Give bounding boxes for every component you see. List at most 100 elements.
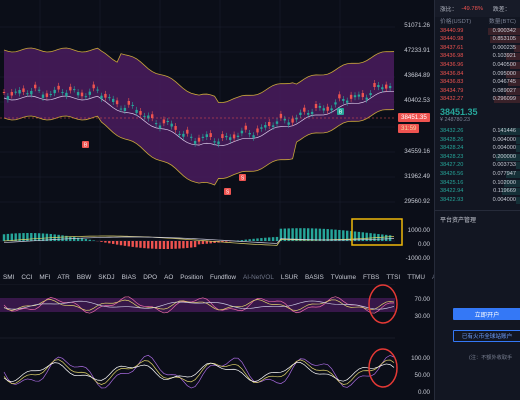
- indicator-tab-dpo[interactable]: DPO: [143, 273, 158, 281]
- orderbook-row[interactable]: 38432.27 0.296099: [435, 95, 520, 104]
- candle-body: [209, 133, 212, 138]
- chart-panel[interactable]: B B S S 51071.26 47233.91 43684.89 40402.53…: [0, 0, 434, 400]
- macd-bar: [92, 240, 95, 241]
- indicator-tab-atr[interactable]: ATR: [57, 273, 70, 281]
- price-axis-label: 34559.16: [404, 148, 430, 155]
- macd-bar: [88, 239, 91, 241]
- indicator-tab-ai-bsi[interactable]: AI-BSI: [432, 274, 434, 281]
- orderbook-row[interactable]: 38422.93 0.004000: [435, 196, 520, 205]
- macd-bar: [154, 241, 158, 249]
- macd-bar: [213, 241, 216, 243]
- kdj-line-j: [3, 362, 395, 383]
- indicator-tab-bias[interactable]: BIAS: [121, 273, 137, 281]
- indicator-tab-ai-netvol[interactable]: AI-NetVOL: [242, 273, 274, 281]
- indicator-tab-mfi[interactable]: MFI: [39, 273, 51, 281]
- candle-body: [330, 108, 333, 111]
- row-price: 38422.94: [440, 188, 464, 195]
- candle-body: [190, 136, 193, 138]
- orderbook-row[interactable]: 38426.56 0.077947: [435, 170, 520, 179]
- indicator-tab-tvolume[interactable]: TVolume: [330, 273, 357, 281]
- candle-body: [369, 93, 372, 96]
- candle-body: [174, 126, 177, 130]
- macd-bar: [127, 241, 130, 247]
- orderbook-row[interactable]: 38436.83 0.046745: [435, 78, 520, 87]
- macd-bar: [291, 228, 294, 241]
- band-mid: [3, 91, 395, 146]
- row-price: 38428.24: [440, 145, 464, 152]
- orderbook-row[interactable]: 38428.24 0.004000: [435, 144, 520, 153]
- candle-body: [80, 92, 84, 97]
- indicator-tab-ftbs[interactable]: FTBS: [363, 273, 380, 281]
- orderbook-row[interactable]: 38428.26 0.004000: [435, 136, 520, 145]
- indicator-tab-cci[interactable]: CCI: [21, 273, 33, 281]
- candle-body: [361, 93, 364, 98]
- candle-body: [357, 94, 361, 97]
- candle-body: [381, 87, 384, 90]
- candle-body: [96, 89, 99, 91]
- indicator-tab-skdj[interactable]: SKDJ: [98, 273, 115, 281]
- candle-body: [37, 89, 41, 91]
- macd-bar: [108, 241, 111, 244]
- orderbook-row[interactable]: 38425.16 0.102000: [435, 179, 520, 188]
- candle-body: [186, 129, 189, 134]
- macd-bar: [240, 240, 244, 241]
- ask-list: 38440.99 0.900342 38440.98 0.853105 38437.61…: [435, 27, 520, 104]
- kdj-line-k: [3, 354, 395, 389]
- candle-body: [193, 140, 197, 144]
- orderbook-row[interactable]: 38434.79 0.089027: [435, 87, 520, 96]
- row-price: 38426.56: [440, 170, 464, 177]
- orderbook-row[interactable]: 38428.23 0.200000: [435, 153, 520, 162]
- row-price: 38440.98: [440, 36, 464, 43]
- orderbook-row[interactable]: 38440.98 0.853105: [435, 35, 520, 44]
- row-price: 38428.23: [440, 153, 464, 160]
- macd-bar: [221, 241, 224, 243]
- macd-axis-label: 0.00: [417, 241, 430, 248]
- macd-bar: [30, 233, 33, 241]
- indicator-tab-ao[interactable]: AO: [164, 273, 174, 281]
- orderbook-row[interactable]: 38427.20 0.003733: [435, 161, 520, 170]
- asset-mgmt-title: 平台资产管理: [435, 210, 520, 228]
- orderbook-row[interactable]: 38432.26 0.141446: [435, 127, 520, 136]
- orderbook-row[interactable]: 38436.98 0.103921: [435, 52, 520, 61]
- indicator-tab-bar: SMI CCI MFI ATR BBW SKDJ BIAS DPO AO Position Fund…: [0, 270, 434, 284]
- macd-bar: [268, 237, 271, 241]
- orderbook-row[interactable]: 38437.61 0.000235: [435, 44, 520, 53]
- macd-bar: [18, 233, 21, 241]
- candle-body: [349, 94, 353, 99]
- macd-bar: [357, 231, 361, 241]
- indicator-tab-ttsi[interactable]: TTSI: [386, 273, 401, 281]
- macd-bar: [361, 232, 364, 241]
- row-price: 38425.16: [440, 179, 464, 186]
- orderbook-row[interactable]: 38436.96 0.040500: [435, 61, 520, 70]
- candle-body: [2, 92, 6, 93]
- indicator-tab-basis[interactable]: BASIS: [304, 273, 324, 281]
- macd-bar: [34, 233, 37, 241]
- macd-bar: [131, 241, 134, 247]
- macd-bar: [182, 241, 185, 249]
- macd-bar: [264, 237, 267, 241]
- macd-bar: [201, 241, 205, 245]
- candle-body: [342, 99, 345, 101]
- indicator-tab-smi[interactable]: SMI: [3, 273, 15, 281]
- candle-body: [123, 107, 127, 111]
- kdj-axis-label: 50.00: [414, 372, 430, 379]
- orderbook-row[interactable]: 38436.84 0.095000: [435, 70, 520, 79]
- macd-bar: [14, 233, 17, 241]
- orderbook-row[interactable]: 38440.99 0.900342: [435, 27, 520, 36]
- indicator-tab-fundflow[interactable]: Fundflow: [210, 273, 236, 281]
- orderbook-row[interactable]: 38422.94 0.119669: [435, 187, 520, 196]
- has-account-button[interactable]: 已有火币全球站账户: [453, 330, 520, 342]
- indicator-tab-ttmu[interactable]: TTMU: [407, 273, 425, 281]
- candle-body: [158, 125, 162, 129]
- price-chart[interactable]: B B S S: [0, 0, 434, 270]
- candle-body: [6, 96, 10, 100]
- signal-marker-label: B: [339, 110, 343, 116]
- oscillator-charts[interactable]: [0, 284, 434, 400]
- candle-body: [147, 115, 150, 119]
- candle-body: [10, 92, 13, 96]
- indicator-tab-bbw[interactable]: BBW: [76, 273, 92, 281]
- candle-body: [240, 130, 244, 134]
- indicator-tab-position[interactable]: Position: [180, 273, 204, 281]
- open-account-button[interactable]: 立即开户: [453, 308, 520, 320]
- indicator-tab-lsur[interactable]: LSUR: [280, 273, 298, 281]
